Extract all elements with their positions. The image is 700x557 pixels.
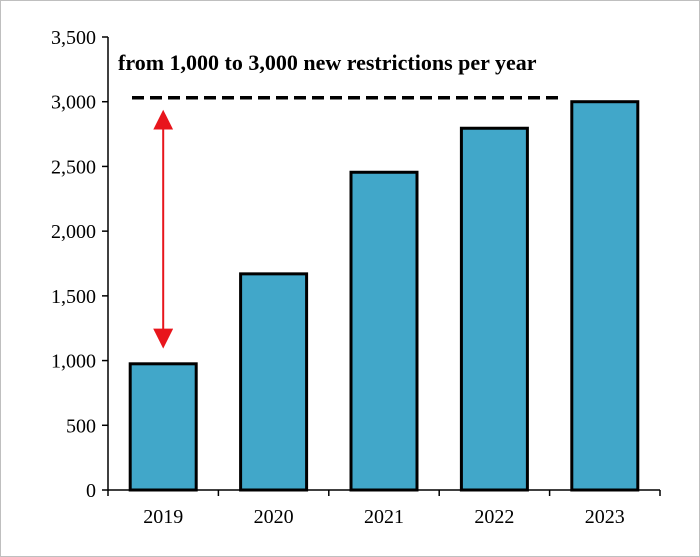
y-tick-label: 3,500 bbox=[51, 27, 96, 49]
y-tick-label: 3,000 bbox=[51, 92, 96, 114]
y-tick-label: 1,000 bbox=[51, 351, 96, 373]
x-axis: 2019 2020 2021 2022 2023 bbox=[107, 489, 661, 528]
x-tick-label: 2019 bbox=[143, 506, 183, 528]
y-tick-label: 1,500 bbox=[51, 286, 96, 308]
y-tick-label: 500 bbox=[66, 415, 96, 437]
bar-2021 bbox=[349, 170, 419, 492]
annotation-text: from 1,000 to 3,000 new restrictions per… bbox=[118, 50, 537, 75]
bar-2023 bbox=[570, 100, 640, 492]
y-tick-label: 2,000 bbox=[51, 221, 96, 243]
bar-2019 bbox=[128, 362, 198, 492]
annotations: from 1,000 to 3,000 new restrictions per… bbox=[118, 50, 562, 349]
bar-2022 bbox=[459, 126, 529, 492]
x-tick-label: 2022 bbox=[474, 506, 514, 528]
bar-2020 bbox=[239, 272, 309, 492]
bars bbox=[128, 100, 640, 492]
y-axis: 0 500 1,000 1,500 2,000 2,500 3,000 3,500 bbox=[51, 27, 109, 502]
y-tick-label: 0 bbox=[86, 480, 96, 502]
y-tick-label: 2,500 bbox=[51, 156, 96, 178]
x-tick-label: 2023 bbox=[585, 506, 625, 528]
x-tick-label: 2021 bbox=[364, 506, 404, 528]
x-tick-label: 2020 bbox=[254, 506, 294, 528]
